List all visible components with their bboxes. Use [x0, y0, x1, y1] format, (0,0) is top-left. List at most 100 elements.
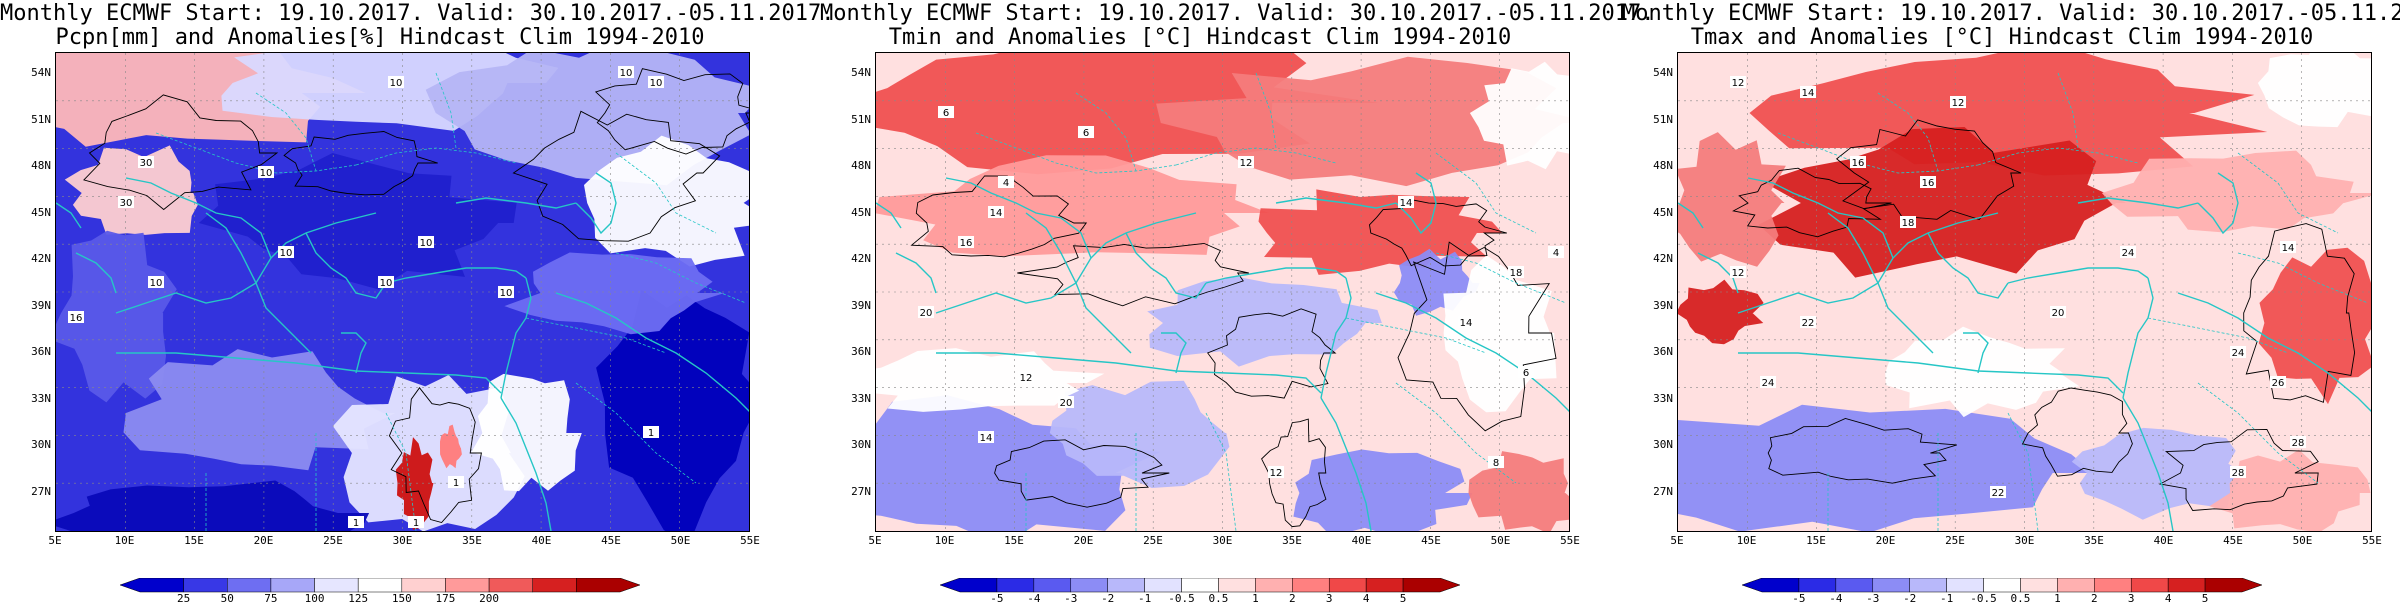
country-border: [1777, 132, 1979, 174]
contour-line: [994, 439, 1170, 508]
anomaly-region: [395, 437, 434, 530]
colorbar-segment: [1909, 578, 1947, 593]
svg-text:10: 10: [500, 288, 513, 299]
coastline: [1697, 252, 1739, 294]
svg-text:12: 12: [1732, 78, 1745, 89]
colorbar-tick-label: 2: [1288, 592, 1296, 605]
colorbar-segment: [1328, 578, 1367, 593]
contour-label: 20: [2050, 306, 2066, 319]
coastline: [1395, 172, 1437, 235]
lat-tick-label: 54N: [31, 66, 51, 79]
colorbar-segment: [1946, 578, 1984, 593]
lat-tick-label: 51N: [851, 112, 871, 126]
svg-text:16: 16: [960, 238, 973, 249]
coastline: [500, 397, 552, 531]
panel-title-line1: Monthly ECMWF Start: 19.10.2017. Valid: …: [0, 1, 835, 26]
colorbar-tick-label: 175: [435, 592, 456, 605]
lat-tick-label: 51N: [31, 112, 51, 126]
svg-text:14: 14: [1460, 318, 1473, 329]
country-border: [1205, 412, 1237, 531]
coastline: [2197, 172, 2239, 235]
contour-label: 24: [2120, 246, 2136, 259]
contour-line: [1732, 167, 1892, 238]
coastline: [1320, 277, 1352, 399]
lat-tick-label: 30N: [31, 438, 51, 451]
colorbar-tick-label: -5: [990, 592, 1004, 605]
coastline: [895, 252, 937, 294]
svg-text:6: 6: [1523, 368, 1529, 379]
colorbar-segment: [940, 578, 998, 593]
lon-tick-label: 45E: [601, 534, 621, 547]
contour-label: 10: [148, 276, 164, 289]
contour-label: 26: [2270, 376, 2286, 389]
svg-text:14: 14: [990, 208, 1003, 219]
colorbar-segment: [227, 578, 272, 593]
country-border: [1255, 72, 1277, 149]
lon-tick-label: 20E: [1073, 534, 1094, 547]
svg-text:28: 28: [2292, 438, 2305, 449]
lon-tick-label: 5E: [1670, 534, 1684, 547]
country-border: [385, 412, 417, 531]
contour-label: 24: [2230, 346, 2246, 359]
lon-tick-label: 55E: [740, 534, 760, 547]
country-border: [2057, 72, 2079, 149]
country-border: [975, 132, 1177, 174]
country-border: [355, 147, 517, 166]
svg-text:30: 30: [120, 198, 133, 209]
svg-text:14: 14: [980, 433, 993, 444]
lon-tick-label: 35E: [1282, 534, 1302, 547]
colorbar-segment: [445, 578, 490, 593]
lon-tick-label: 20E: [1875, 534, 1896, 547]
lon-tick-label: 15E: [1004, 534, 1024, 547]
contour-label: 6: [938, 106, 954, 119]
lat-tick-label: 51N: [1653, 112, 1673, 126]
svg-text:12: 12: [1020, 373, 1033, 384]
colorbar-tick-label: 4: [1362, 592, 1370, 605]
svg-text:18: 18: [1510, 268, 1523, 279]
colorbar-segment: [1218, 578, 1256, 593]
colorbar-tick-label: -4: [1027, 592, 1041, 605]
contour-line: [1206, 308, 1337, 399]
lon-tick-label: 50E: [1490, 534, 1511, 547]
svg-text:22: 22: [1802, 318, 1815, 329]
svg-text:10: 10: [420, 238, 433, 249]
coastline: [205, 212, 312, 354]
lon-tick-label: 20E: [253, 534, 274, 547]
colorbar-tick-label: 200: [479, 592, 500, 605]
colorbar-tick-label: -4: [1829, 592, 1843, 605]
colorbar-segment: [1835, 578, 1874, 593]
contour-line: [1767, 418, 1957, 484]
country-border: [1977, 147, 2139, 166]
anomaly-region: [1156, 56, 1569, 187]
anomaly-region: [56, 480, 370, 531]
coastline: [1090, 212, 1197, 259]
contour-label: 14: [1800, 86, 1816, 99]
contour-line: [910, 175, 1088, 258]
anomaly-region: [2258, 247, 2371, 405]
contour-label: 18: [1900, 216, 1916, 229]
colorbar-tick-label: -5: [1792, 592, 1806, 605]
svg-text:6: 6: [1083, 128, 1089, 139]
lon-tick-label: 30E: [392, 534, 413, 547]
lon-tick-label: 45E: [1421, 534, 1441, 547]
colorbar-tick-label: -3: [1866, 592, 1880, 605]
colorbar-segment: [2130, 578, 2169, 593]
colorbar-segment: [1292, 578, 1330, 593]
contour-line: [594, 68, 749, 155]
svg-text:20: 20: [1060, 398, 1073, 409]
svg-text:10: 10: [150, 278, 163, 289]
anomaly-region: [1293, 449, 1473, 531]
contour-label: 16: [1920, 176, 1936, 189]
lat-tick-label: 33N: [31, 391, 51, 405]
svg-text:10: 10: [280, 248, 293, 259]
contour-label: 22: [1990, 486, 2006, 499]
colorbar-segment: [1872, 578, 1910, 593]
country-border: [2197, 382, 2319, 484]
svg-text:6: 6: [943, 108, 949, 119]
contour-label: 8: [1488, 456, 1504, 469]
coastline: [935, 177, 1092, 314]
svg-text:28: 28: [2232, 468, 2245, 479]
colorbar-segment: [576, 578, 640, 593]
contour-label: 16: [958, 236, 974, 249]
coastline: [1320, 397, 1372, 531]
